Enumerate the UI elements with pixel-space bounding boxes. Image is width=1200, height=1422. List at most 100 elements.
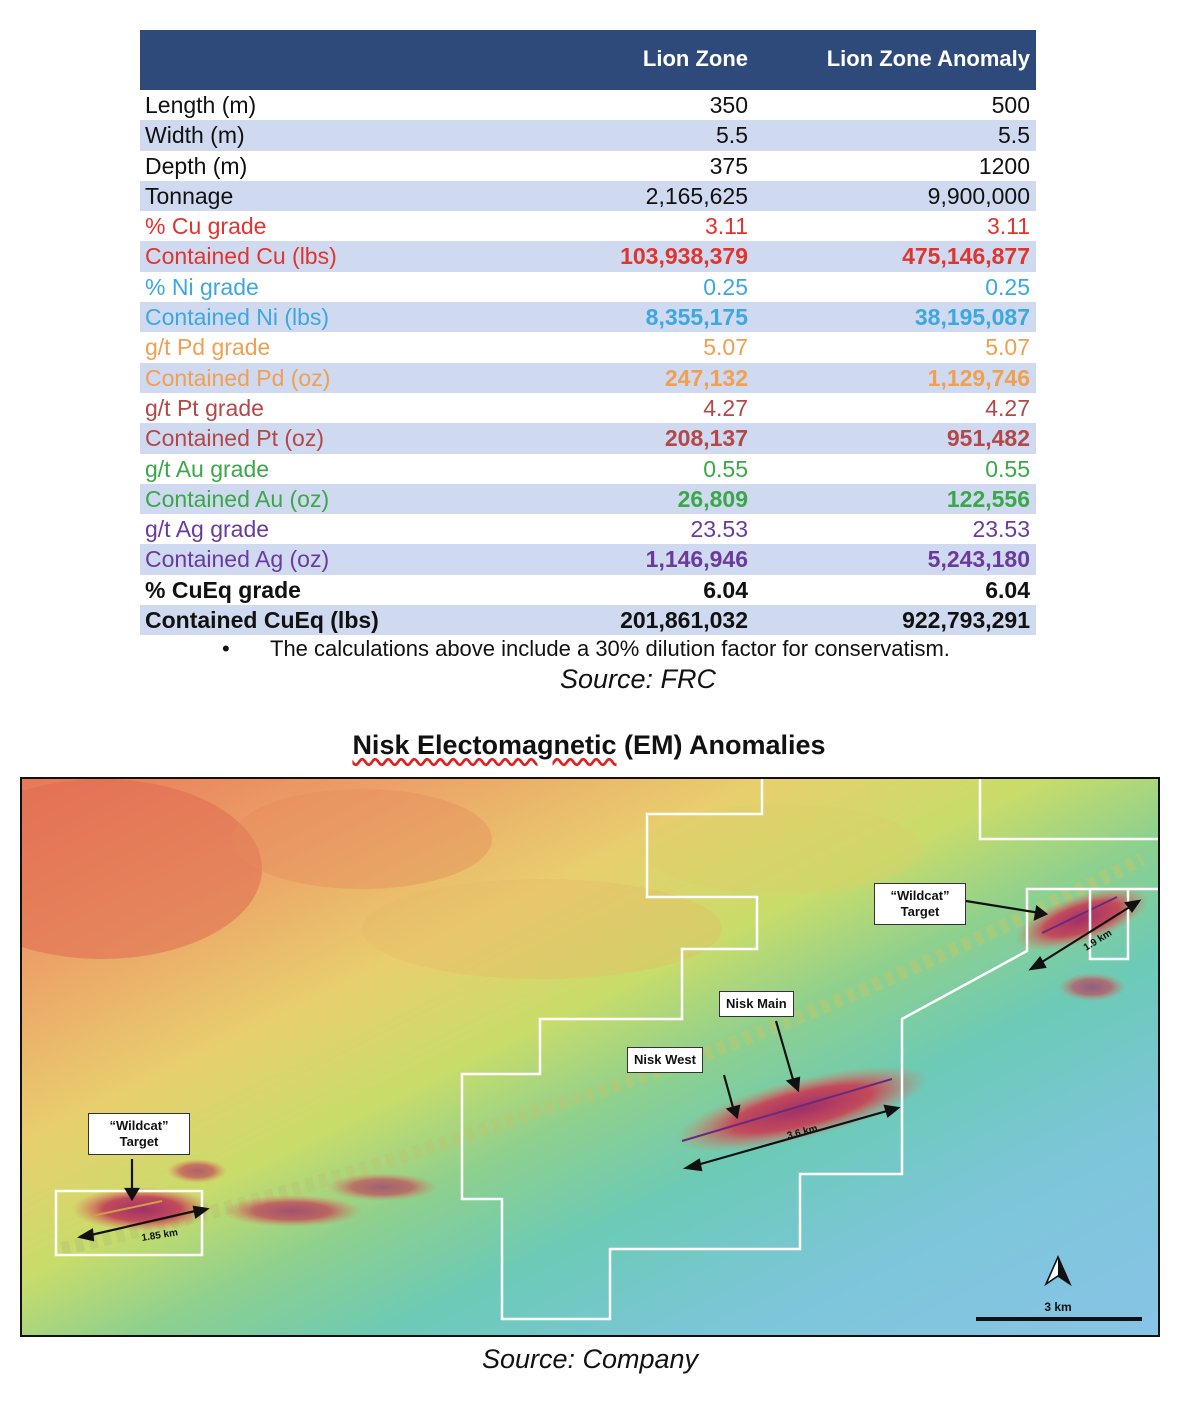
row-label: % CuEq grade: [145, 576, 301, 603]
row-label: Contained Pd (oz): [145, 364, 331, 391]
lion-zone-value: 6.04: [703, 576, 748, 603]
table-row: Width (m) 5.5 5.5: [140, 120, 1036, 151]
map-patch: [362, 879, 722, 979]
callout-nisk-main: Nisk Main: [719, 991, 794, 1017]
map-patch: [232, 789, 492, 889]
table-header: Lion Zone Lion Zone Anomaly: [140, 30, 1036, 90]
em-anomaly-map: 1.85 km 3.6 km 1.9 km 3 km “Wildcat” Tar…: [20, 777, 1160, 1337]
callout-wildcat-left: “Wildcat” Target: [88, 1113, 190, 1155]
lion-zone-value: 103,938,379: [620, 243, 748, 270]
table-row: Tonnage 2,165,625 9,900,000: [140, 180, 1036, 212]
scale-label: 3 km: [1044, 1300, 1071, 1314]
row-label: % Cu grade: [145, 213, 267, 240]
callout-line: Target: [119, 1134, 159, 1149]
row-label: Tonnage: [145, 182, 234, 209]
lion-zone-anomaly-value: 122,556: [946, 485, 1030, 512]
table-row: % Cu grade 3.11 3.11: [140, 211, 1036, 241]
row-label: Contained CuEq (lbs): [145, 607, 379, 634]
table-row: g/t Pd grade 5.07 5.07: [140, 332, 1036, 362]
row-label: Contained Ag (oz): [145, 546, 330, 573]
lion-zone-value: 26,809: [677, 485, 748, 512]
row-label: Width (m): [145, 122, 245, 149]
header-lion-zone-anomaly: Lion Zone Anomaly: [826, 46, 1030, 71]
lion-zone-anomaly-value: 23.53: [972, 516, 1030, 543]
map-source: Source: Company: [481, 1344, 699, 1374]
header-lion-zone: Lion Zone: [642, 46, 748, 71]
lion-zone-value: 2,165,625: [645, 182, 748, 209]
table-row: Length (m) 350 500: [140, 90, 1036, 120]
table-row: Contained Au (oz) 26,809 122,556: [140, 483, 1036, 515]
lion-zone-value: 0.25: [703, 273, 748, 300]
property-boundary-notch: [1088, 889, 1130, 961]
lion-zone-anomaly-value: 5,243,180: [927, 546, 1030, 573]
table-row: Contained Ag (oz) 1,146,946 5,243,180: [140, 544, 1036, 575]
lion-zone-value: 375: [709, 152, 748, 179]
lion-zone-value: 4.27: [703, 394, 748, 421]
lion-zone-anomaly-value: 38,195,087: [914, 304, 1030, 331]
row-label: g/t Ag grade: [145, 516, 270, 543]
callout-wildcat-right: “Wildcat” Target: [874, 883, 966, 925]
resource-table: Lion Zone Lion Zone Anomaly Length (m) 35…: [140, 30, 1036, 636]
row-label: Length (m): [145, 92, 257, 118]
map-graphic: 1.85 km 3.6 km 1.9 km 3 km: [22, 779, 1158, 1335]
row-label: Contained Pt (oz): [145, 425, 324, 452]
callout-line: “Wildcat”: [890, 888, 950, 903]
map-ridge: [60, 852, 1146, 1256]
table-body: Length (m) 350 500 Width (m) 5.5 5.5 Depth (m)…: [140, 90, 1036, 636]
row-label: Contained Au (oz): [145, 485, 330, 512]
lion-zone-anomaly-value: 4.27: [985, 394, 1030, 421]
property-boundary: [460, 779, 1158, 1321]
table-row: Contained Cu (lbs) 103,938,379 475,146,877: [140, 241, 1036, 272]
table-row: g/t Pt grade 4.27 4.27: [140, 393, 1036, 423]
row-label: Depth (m): [145, 152, 248, 179]
callout-line: “Wildcat”: [109, 1118, 169, 1133]
table-row: g/t Au grade 0.55 0.55: [140, 454, 1036, 484]
north-arrow-shade: [1058, 1257, 1070, 1284]
row-label: g/t Pt grade: [145, 394, 264, 421]
callout-line: Target: [900, 904, 940, 919]
lion-zone-anomaly-value: 1,129,746: [927, 364, 1030, 391]
lion-zone-anomaly-value: 951,482: [946, 425, 1030, 452]
lion-zone-anomaly-value: 1200: [978, 152, 1030, 179]
lion-zone-value: 201,861,032: [620, 607, 748, 634]
lion-zone-value: 23.53: [690, 516, 748, 543]
anomaly-west-1: [167, 1159, 227, 1183]
lion-zone-anomaly-value: 922,793,291: [902, 607, 1030, 634]
footnote-text: The calculations above include a 30% dil…: [270, 636, 950, 661]
lion-zone-value: 5.07: [703, 334, 748, 361]
lion-zone-value: 8,355,175: [645, 304, 748, 331]
lion-zone-value: 3.11: [704, 213, 748, 240]
anomaly-west-2: [222, 1195, 362, 1227]
table-row: g/t Ag grade 23.53 23.53: [140, 514, 1036, 544]
map-title-rest: (EM) Anomalies: [616, 730, 826, 760]
table-row: Contained CuEq (lbs) 201,861,032 922,793,2…: [140, 605, 1036, 636]
property-boundary-ne: [978, 779, 1158, 841]
row-label: % Ni grade: [145, 273, 259, 300]
row-label: Contained Cu (lbs): [145, 243, 337, 270]
anomaly-east: [1058, 973, 1126, 1001]
lion-zone-anomaly-value: 5.5: [998, 122, 1030, 149]
lion-zone-anomaly-value: 500: [991, 92, 1030, 118]
map-title: Nisk Electomagnetic (EM) Anomalies: [0, 730, 1178, 761]
row-label: Contained Ni (lbs): [145, 304, 330, 331]
table-row: Contained Ni (lbs) 8,355,175 38,195,087: [140, 302, 1036, 333]
table-row: Contained Pd (oz) 247,132 1,129,746: [140, 362, 1036, 393]
lion-zone-value: 247,132: [664, 364, 748, 391]
conductor-line: [91, 1200, 163, 1217]
conductor-line: [1041, 896, 1118, 934]
lion-zone-anomaly-value: 475,146,877: [902, 243, 1030, 270]
distance-arrows: [77, 899, 1142, 1242]
lion-zone-value: 350: [709, 92, 748, 118]
lion-zone-anomaly-value: 3.11: [986, 213, 1030, 240]
anomaly-wildcat-right: [1015, 887, 1149, 951]
callout-pointers: [124, 899, 1049, 1202]
table-row: Depth (m) 375 1200: [140, 151, 1036, 181]
conductor-line: [681, 1078, 893, 1142]
lion-zone-anomaly-value: 6.04: [985, 576, 1030, 603]
lion-zone-value: 5.5: [716, 122, 748, 149]
map-patch: [22, 779, 262, 959]
lion-zone-anomaly-value: 5.07: [985, 334, 1030, 361]
anomaly-wildcat-left: [72, 1187, 212, 1231]
callout-nisk-west: Nisk West: [627, 1047, 703, 1073]
map-patch: [642, 804, 922, 894]
